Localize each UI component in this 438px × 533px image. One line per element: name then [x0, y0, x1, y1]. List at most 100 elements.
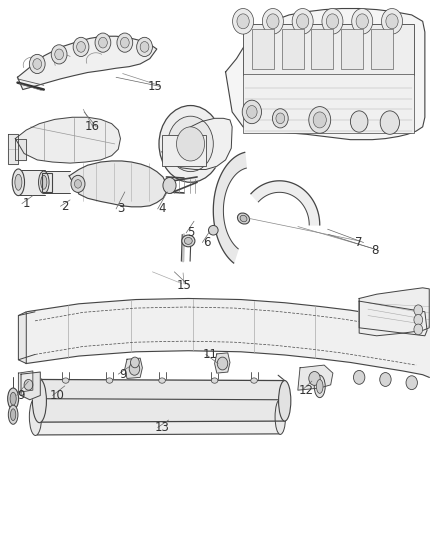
- Circle shape: [353, 370, 365, 384]
- Ellipse shape: [12, 169, 25, 196]
- Circle shape: [99, 37, 107, 48]
- Circle shape: [51, 45, 67, 64]
- Text: 4: 4: [158, 203, 166, 215]
- Ellipse shape: [279, 381, 291, 421]
- Circle shape: [33, 59, 42, 69]
- Circle shape: [262, 9, 283, 34]
- Bar: [44, 171, 70, 193]
- Polygon shape: [69, 161, 166, 207]
- Polygon shape: [18, 312, 26, 364]
- Text: 9: 9: [17, 389, 25, 402]
- Circle shape: [55, 49, 64, 60]
- Circle shape: [272, 109, 288, 128]
- Circle shape: [322, 9, 343, 34]
- Polygon shape: [42, 379, 285, 422]
- Circle shape: [137, 37, 152, 56]
- Circle shape: [414, 324, 423, 335]
- Ellipse shape: [8, 405, 18, 424]
- Circle shape: [117, 33, 133, 52]
- Ellipse shape: [208, 225, 218, 235]
- Circle shape: [131, 357, 139, 368]
- Polygon shape: [226, 9, 425, 140]
- Text: 12: 12: [299, 384, 314, 397]
- Circle shape: [309, 107, 331, 133]
- Ellipse shape: [316, 379, 323, 393]
- Circle shape: [237, 14, 249, 29]
- Text: 11: 11: [203, 348, 218, 361]
- Polygon shape: [18, 371, 33, 392]
- Bar: [371, 29, 393, 69]
- Polygon shape: [15, 139, 26, 160]
- Bar: [252, 29, 274, 69]
- Bar: [282, 29, 304, 69]
- Text: 2: 2: [61, 200, 69, 213]
- Circle shape: [350, 111, 368, 132]
- Text: 3: 3: [117, 203, 124, 215]
- Ellipse shape: [41, 175, 47, 189]
- Text: 7: 7: [355, 236, 363, 249]
- Polygon shape: [8, 134, 18, 164]
- Bar: [243, 74, 414, 133]
- Ellipse shape: [275, 399, 286, 434]
- Ellipse shape: [159, 378, 166, 383]
- Circle shape: [406, 376, 417, 390]
- Bar: [243, 24, 414, 75]
- Ellipse shape: [237, 213, 250, 224]
- Polygon shape: [213, 152, 246, 263]
- Circle shape: [74, 180, 81, 188]
- Circle shape: [276, 113, 285, 124]
- Ellipse shape: [15, 174, 22, 190]
- Ellipse shape: [63, 378, 69, 383]
- Circle shape: [309, 372, 320, 385]
- Polygon shape: [359, 288, 429, 336]
- Polygon shape: [15, 117, 120, 163]
- Polygon shape: [251, 181, 320, 225]
- Circle shape: [352, 9, 373, 34]
- Circle shape: [380, 373, 391, 386]
- Circle shape: [71, 175, 85, 192]
- Bar: [311, 29, 333, 69]
- Circle shape: [95, 33, 111, 52]
- Text: 8: 8: [371, 244, 378, 257]
- Polygon shape: [359, 301, 427, 336]
- Circle shape: [163, 177, 176, 193]
- Text: 6: 6: [203, 236, 211, 249]
- Text: 13: 13: [155, 421, 170, 434]
- Ellipse shape: [106, 378, 113, 383]
- Circle shape: [381, 9, 403, 34]
- Text: 10: 10: [49, 389, 64, 402]
- Text: 5: 5: [187, 227, 194, 239]
- Circle shape: [24, 379, 33, 390]
- Bar: [18, 170, 45, 195]
- Circle shape: [129, 362, 140, 375]
- Bar: [42, 173, 52, 192]
- Circle shape: [77, 42, 85, 52]
- Polygon shape: [21, 372, 40, 400]
- Circle shape: [326, 14, 339, 29]
- Circle shape: [159, 106, 222, 182]
- Text: 16: 16: [85, 120, 99, 133]
- Circle shape: [414, 305, 423, 316]
- Ellipse shape: [314, 375, 325, 398]
- Circle shape: [267, 14, 279, 29]
- Polygon shape: [26, 298, 429, 377]
- Circle shape: [313, 112, 326, 128]
- Text: 1: 1: [22, 197, 30, 210]
- Circle shape: [380, 111, 399, 134]
- Bar: [162, 135, 206, 166]
- Text: 9: 9: [119, 368, 127, 381]
- Ellipse shape: [184, 238, 192, 244]
- Circle shape: [120, 37, 129, 48]
- Polygon shape: [125, 358, 142, 378]
- Circle shape: [73, 37, 89, 56]
- Circle shape: [356, 14, 368, 29]
- Ellipse shape: [182, 235, 195, 247]
- Circle shape: [414, 314, 423, 325]
- Ellipse shape: [11, 409, 16, 421]
- Polygon shape: [18, 36, 157, 90]
- Ellipse shape: [211, 378, 218, 383]
- Circle shape: [29, 54, 45, 74]
- Circle shape: [233, 9, 254, 34]
- Ellipse shape: [7, 388, 18, 409]
- Polygon shape: [37, 399, 280, 435]
